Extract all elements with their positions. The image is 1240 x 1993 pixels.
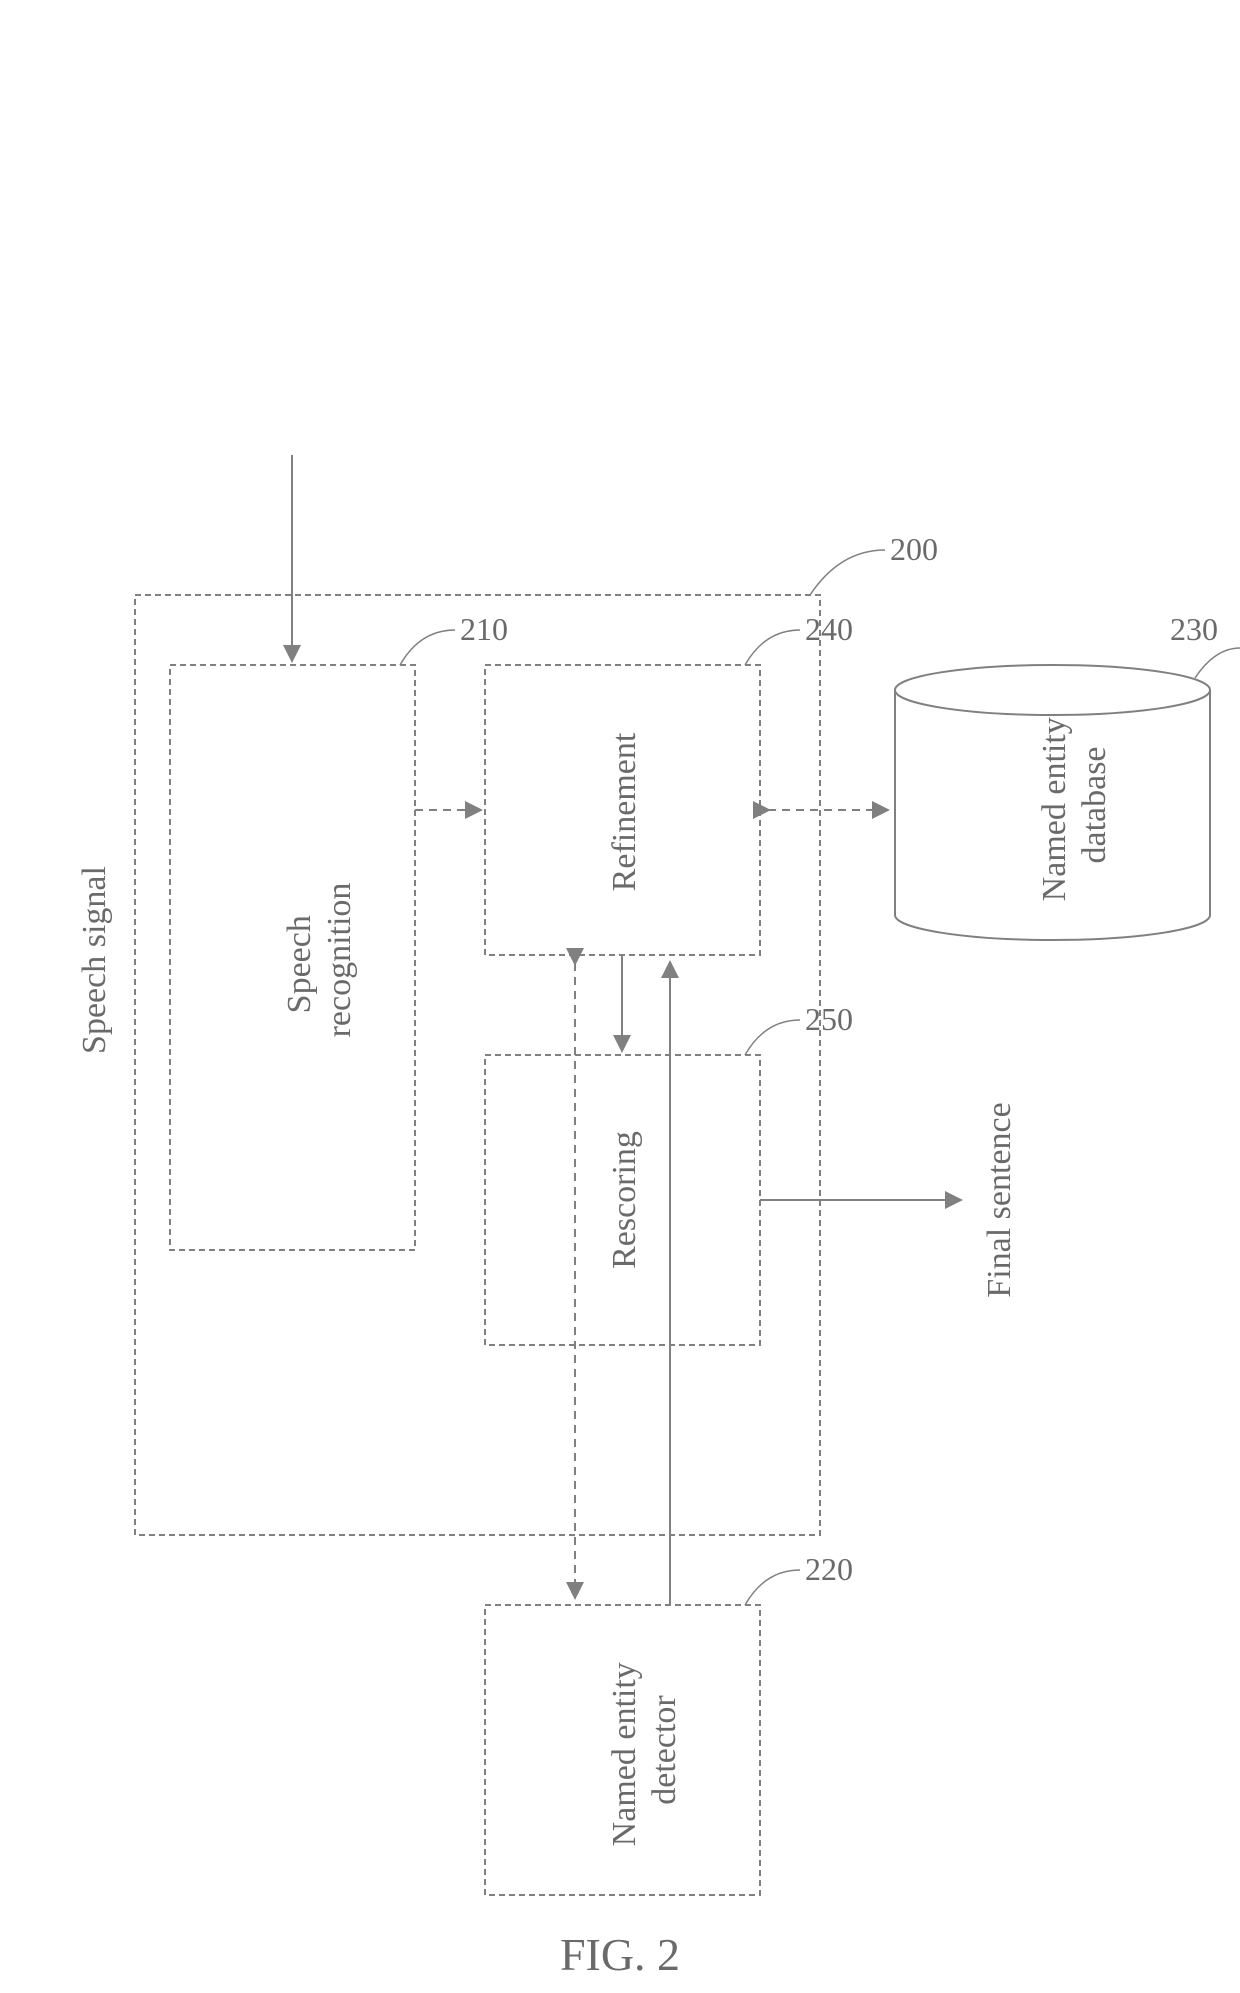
- speech-label-line2: recognition: [321, 883, 358, 1038]
- rescoring-label: Rescoring: [606, 1131, 643, 1269]
- output-label: Final sentence: [981, 1102, 1018, 1297]
- detector-label: Named entity detector: [606, 1654, 683, 1847]
- ref-210: 210: [460, 611, 508, 647]
- lead-250: [745, 1020, 800, 1055]
- detector-label-line1: Named entity: [606, 1662, 643, 1846]
- diagram: 200 Speech recognition 210 Refinement 24…: [0, 0, 1240, 1993]
- database-label-line2: database: [1076, 746, 1113, 863]
- lead-230: [1195, 648, 1240, 678]
- database-label: Named entity database: [1036, 709, 1113, 902]
- input-label: Speech signal: [76, 866, 113, 1054]
- ref-200: 200: [890, 531, 938, 567]
- ref-220: 220: [805, 1551, 853, 1587]
- detector-label-line2: detector: [646, 1695, 683, 1805]
- speech-label: Speech recognition: [281, 883, 358, 1038]
- lead-240: [745, 630, 800, 665]
- lead-220: [745, 1570, 800, 1605]
- figure-label: FIG. 2: [560, 1929, 680, 1980]
- ref-250: 250: [805, 1001, 853, 1037]
- container-box: [135, 595, 820, 1535]
- speech-label-line1: Speech: [281, 915, 318, 1013]
- lead-200: [810, 550, 885, 595]
- ref-240: 240: [805, 611, 853, 647]
- database-label-line1: Named entity: [1036, 717, 1073, 901]
- lead-210: [400, 630, 455, 665]
- refinement-label: Refinement: [606, 732, 643, 891]
- ref-230: 230: [1170, 611, 1218, 647]
